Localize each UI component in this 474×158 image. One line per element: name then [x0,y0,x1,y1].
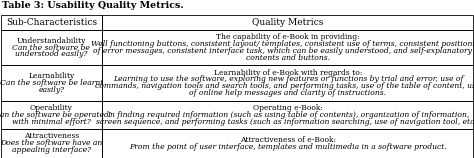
Text: Can the software be: Can the software be [12,44,90,52]
Text: screen sequence, and performing tasks (such as information searching, use of nav: screen sequence, and performing tasks (s… [96,118,474,126]
Bar [102,30,474,65]
Text: understood easily?: understood easily? [15,50,88,58]
Text: Learnability: Learnability [28,72,74,80]
Text: commands, navigation tools and search tools, and performing tasks, use of the ta: commands, navigation tools and search to… [95,82,474,90]
Bar [102,15,474,30]
Text: From the point of user interface, templates and multimedia in a software product: From the point of user interface, templa… [129,143,447,151]
Text: Attractiveness of e-Book:: Attractiveness of e-Book: [240,136,336,144]
Text: contents and buttons.: contents and buttons. [246,54,330,62]
Text: of error messages, consistent interface task, which can be easily understood, an: of error messages, consistent interface … [93,47,474,55]
Text: Does the software have an: Does the software have an [0,139,102,147]
Bar [0,100,102,129]
Text: Sub-Characteristics: Sub-Characteristics [6,18,97,27]
Text: Quality Metrics: Quality Metrics [252,18,324,27]
Text: Can the software be learnt: Can the software be learnt [0,79,103,87]
Bar [102,100,474,129]
Text: Well functioning buttons, consistent layout/ templates, consistent use of terms,: Well functioning buttons, consistent lay… [91,40,474,48]
Text: Learning to use the software, exploring new features or functions by trial and e: Learning to use the software, exploring … [113,76,463,83]
Bar [0,65,102,100]
Bar [0,15,102,30]
Bar [102,65,474,100]
Text: Learnability of e-Book with regards to:: Learnability of e-Book with regards to: [214,69,362,77]
Text: with minimal effort?: with minimal effort? [12,118,91,126]
Bar [0,30,102,65]
Text: Operability: Operability [30,104,73,112]
Text: Attractiveness: Attractiveness [24,132,79,140]
Text: Operating e-Book:: Operating e-Book: [253,104,323,112]
Text: In finding required information (such as using table of contents), organization : In finding required information (such as… [107,111,469,119]
Text: of online help messages and clarity of instructions.: of online help messages and clarity of i… [189,89,386,97]
Text: Can the software be operated: Can the software be operated [0,111,109,119]
Text: The capability of e-Book in providing:: The capability of e-Book in providing: [216,33,360,41]
Bar [0,129,102,158]
Text: appealing interface?: appealing interface? [12,146,91,154]
Text: Understandability: Understandability [17,37,86,45]
Text: Table 3: Usability Quality Metrics.: Table 3: Usability Quality Metrics. [2,1,184,10]
Text: easily?: easily? [38,86,64,94]
Bar [102,129,474,158]
